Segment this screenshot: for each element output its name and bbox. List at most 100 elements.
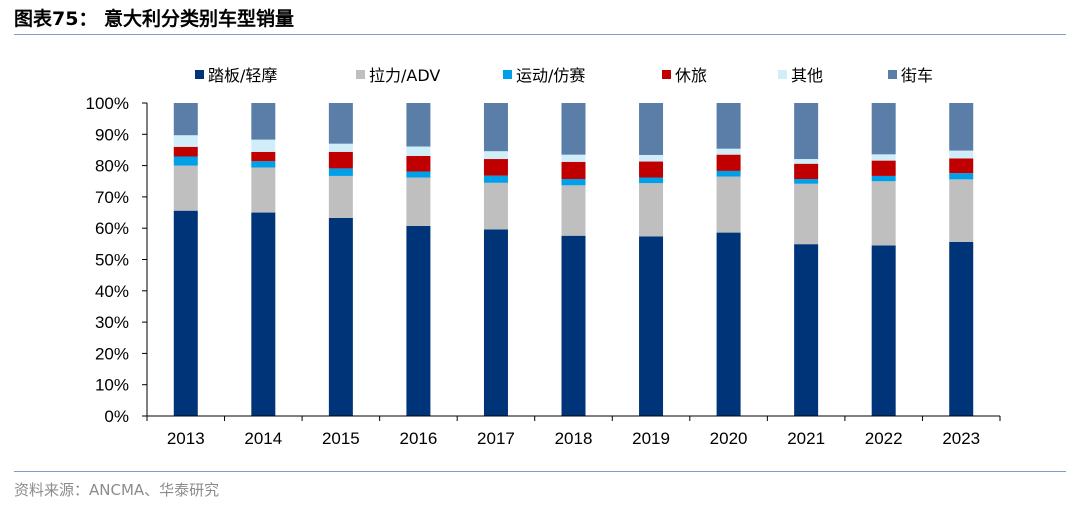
y-tick-label: 70% bbox=[95, 188, 129, 207]
source-note: 资料来源：ANCMA、华泰研究 bbox=[14, 481, 220, 499]
bar-segment bbox=[251, 151, 276, 162]
legend-label: 拉力/ADV bbox=[369, 66, 440, 85]
legend-label: 其他 bbox=[791, 66, 823, 85]
bar-segment bbox=[561, 154, 586, 162]
legend: 踏板/轻摩 拉力/ADV 运动/仿赛 休旅 其他 街车 bbox=[195, 66, 933, 85]
x-tick-label: 2013 bbox=[167, 429, 205, 448]
bar-segment bbox=[639, 161, 664, 178]
bar-segment bbox=[639, 236, 664, 416]
bar-segment bbox=[949, 179, 974, 242]
bar-segment bbox=[871, 181, 896, 246]
bar-segment bbox=[251, 161, 276, 168]
bar-segment bbox=[561, 161, 586, 180]
bar-segment bbox=[794, 183, 819, 245]
bar-segment bbox=[328, 168, 353, 176]
bar-segment bbox=[328, 151, 353, 169]
legend-swatch bbox=[778, 70, 787, 79]
bar-segment bbox=[173, 165, 198, 211]
bar-segment bbox=[639, 103, 664, 155]
bar-segment bbox=[794, 103, 819, 160]
bar-segment bbox=[716, 232, 741, 416]
legend-label: 休旅 bbox=[675, 66, 707, 85]
bar-segment bbox=[328, 217, 353, 416]
x-tick-label: 2021 bbox=[787, 429, 825, 448]
bar-segment bbox=[173, 210, 198, 416]
bar-segment bbox=[173, 103, 198, 136]
bar-segment bbox=[871, 160, 896, 176]
bar-segment bbox=[483, 229, 508, 416]
bar-segment bbox=[794, 163, 819, 180]
y-tick-label: 80% bbox=[95, 157, 129, 176]
title-divider bbox=[14, 34, 1066, 35]
y-tick-label: 30% bbox=[95, 313, 129, 332]
bar-segment bbox=[871, 175, 896, 182]
bar-segment bbox=[406, 155, 431, 172]
x-tick-label: 2023 bbox=[942, 429, 980, 448]
legend-label: 街车 bbox=[901, 66, 933, 85]
bar-segment bbox=[483, 175, 508, 183]
bar-segment bbox=[561, 103, 586, 155]
bar-segment bbox=[871, 245, 896, 416]
bar-segment bbox=[251, 103, 276, 140]
bar-segment bbox=[794, 159, 819, 164]
x-tick-label: 2016 bbox=[399, 429, 437, 448]
bar-segment bbox=[561, 185, 586, 236]
bar-segment bbox=[949, 241, 974, 416]
bar-segment bbox=[561, 179, 586, 186]
bar-segment bbox=[949, 103, 974, 151]
x-tick-label: 2017 bbox=[477, 429, 515, 448]
legend-swatch bbox=[662, 70, 671, 79]
legend-label: 踏板/轻摩 bbox=[208, 66, 277, 85]
bar-segment bbox=[406, 146, 431, 156]
x-tick-label: 2022 bbox=[865, 429, 903, 448]
bars bbox=[173, 103, 974, 416]
x-tick-label: 2015 bbox=[322, 429, 360, 448]
y-axis: 0% 10% 20% 30% 40% 50% 60% 70% 80% 90% 100% bbox=[86, 94, 148, 426]
x-tick-label: 2014 bbox=[244, 429, 282, 448]
bar-segment bbox=[251, 167, 276, 213]
y-tick-label: 0% bbox=[104, 407, 129, 426]
bar-segment bbox=[483, 151, 508, 160]
bar-segment bbox=[483, 159, 508, 176]
y-tick-label: 90% bbox=[95, 125, 129, 144]
legend-swatch bbox=[503, 70, 512, 79]
bar-segment bbox=[328, 175, 353, 218]
bar-segment bbox=[716, 176, 741, 233]
bar-segment bbox=[639, 183, 664, 237]
bar-segment bbox=[328, 143, 353, 152]
legend-swatch bbox=[195, 70, 204, 79]
stacked-bar-chart: 踏板/轻摩 拉力/ADV 运动/仿赛 休旅 其他 街车 0% 10% 20% 30% 40% 50%… bbox=[86, 66, 1001, 448]
bar-segment bbox=[173, 156, 198, 166]
legend-label: 运动/仿赛 bbox=[516, 66, 585, 85]
bar-segment bbox=[716, 154, 741, 171]
y-tick-label: 20% bbox=[95, 344, 129, 363]
bar-segment bbox=[949, 173, 974, 180]
bar-segment bbox=[949, 158, 974, 174]
x-axis: 2013 2014 2015 2016 2017 2018 2019 2020 2021 2022… bbox=[146, 415, 1001, 448]
y-tick-label: 40% bbox=[95, 282, 129, 301]
bar-segment bbox=[639, 154, 664, 162]
x-tick-label: 2018 bbox=[555, 429, 593, 448]
bar-segment bbox=[406, 177, 431, 227]
bar-segment bbox=[173, 135, 198, 147]
bar-segment bbox=[716, 103, 741, 149]
y-tick-label: 100% bbox=[86, 94, 129, 113]
bar-segment bbox=[716, 148, 741, 155]
bar-segment bbox=[251, 212, 276, 416]
source-divider bbox=[14, 471, 1066, 472]
legend-swatch bbox=[888, 70, 897, 79]
y-tick-label: 10% bbox=[95, 376, 129, 395]
x-tick-label: 2019 bbox=[632, 429, 670, 448]
x-tick-label: 2020 bbox=[710, 429, 748, 448]
bar-segment bbox=[561, 235, 586, 416]
bar-segment bbox=[794, 244, 819, 416]
bar-segment bbox=[871, 154, 896, 161]
bar-segment bbox=[639, 177, 664, 184]
bar-segment bbox=[406, 226, 431, 416]
bar-segment bbox=[406, 171, 431, 178]
bar-segment bbox=[173, 146, 198, 157]
figure-title: 图表75： 意大利分类别车型销量 bbox=[14, 8, 295, 30]
bar-segment bbox=[406, 103, 431, 147]
bar-segment bbox=[949, 150, 974, 159]
bar-segment bbox=[251, 139, 276, 152]
